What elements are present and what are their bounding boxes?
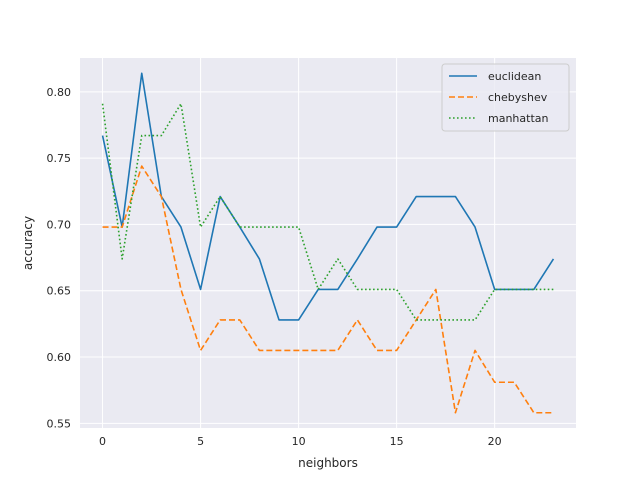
x-tick-label: 0 <box>99 435 106 448</box>
y-tick-label: 0.55 <box>47 417 72 430</box>
x-tick-labels: 0 5 10 15 20 <box>99 435 502 448</box>
y-tick-labels: 0.55 0.60 0.65 0.70 0.75 0.80 <box>47 86 72 431</box>
series-line-manhattan <box>101 102 554 321</box>
legend-label-manhattan: manhattan <box>488 112 549 125</box>
x-tick-label: 20 <box>488 435 502 448</box>
y-tick-label: 0.80 <box>47 86 72 99</box>
x-tick-label: 15 <box>390 435 404 448</box>
y-axis-label: accuracy <box>21 216 35 270</box>
series-line-chebyshev <box>102 165 554 414</box>
series-group <box>101 72 555 414</box>
x-tick-label: 5 <box>197 435 204 448</box>
legend-label-chebyshev: chebyshev <box>488 91 548 104</box>
legend-label-euclidean: euclidean <box>488 70 541 83</box>
legend-box <box>441 63 570 132</box>
y-tick-label: 0.75 <box>47 152 72 165</box>
x-axis-label: neighbors <box>298 456 358 470</box>
y-tick-label: 0.65 <box>47 285 72 298</box>
x-tick-label: 10 <box>292 435 306 448</box>
legend: euclidean chebyshev manhattan <box>441 63 570 132</box>
series-line-euclidean <box>101 72 555 321</box>
y-tick-label: 0.70 <box>47 218 72 231</box>
y-tick-label: 0.60 <box>47 351 72 364</box>
